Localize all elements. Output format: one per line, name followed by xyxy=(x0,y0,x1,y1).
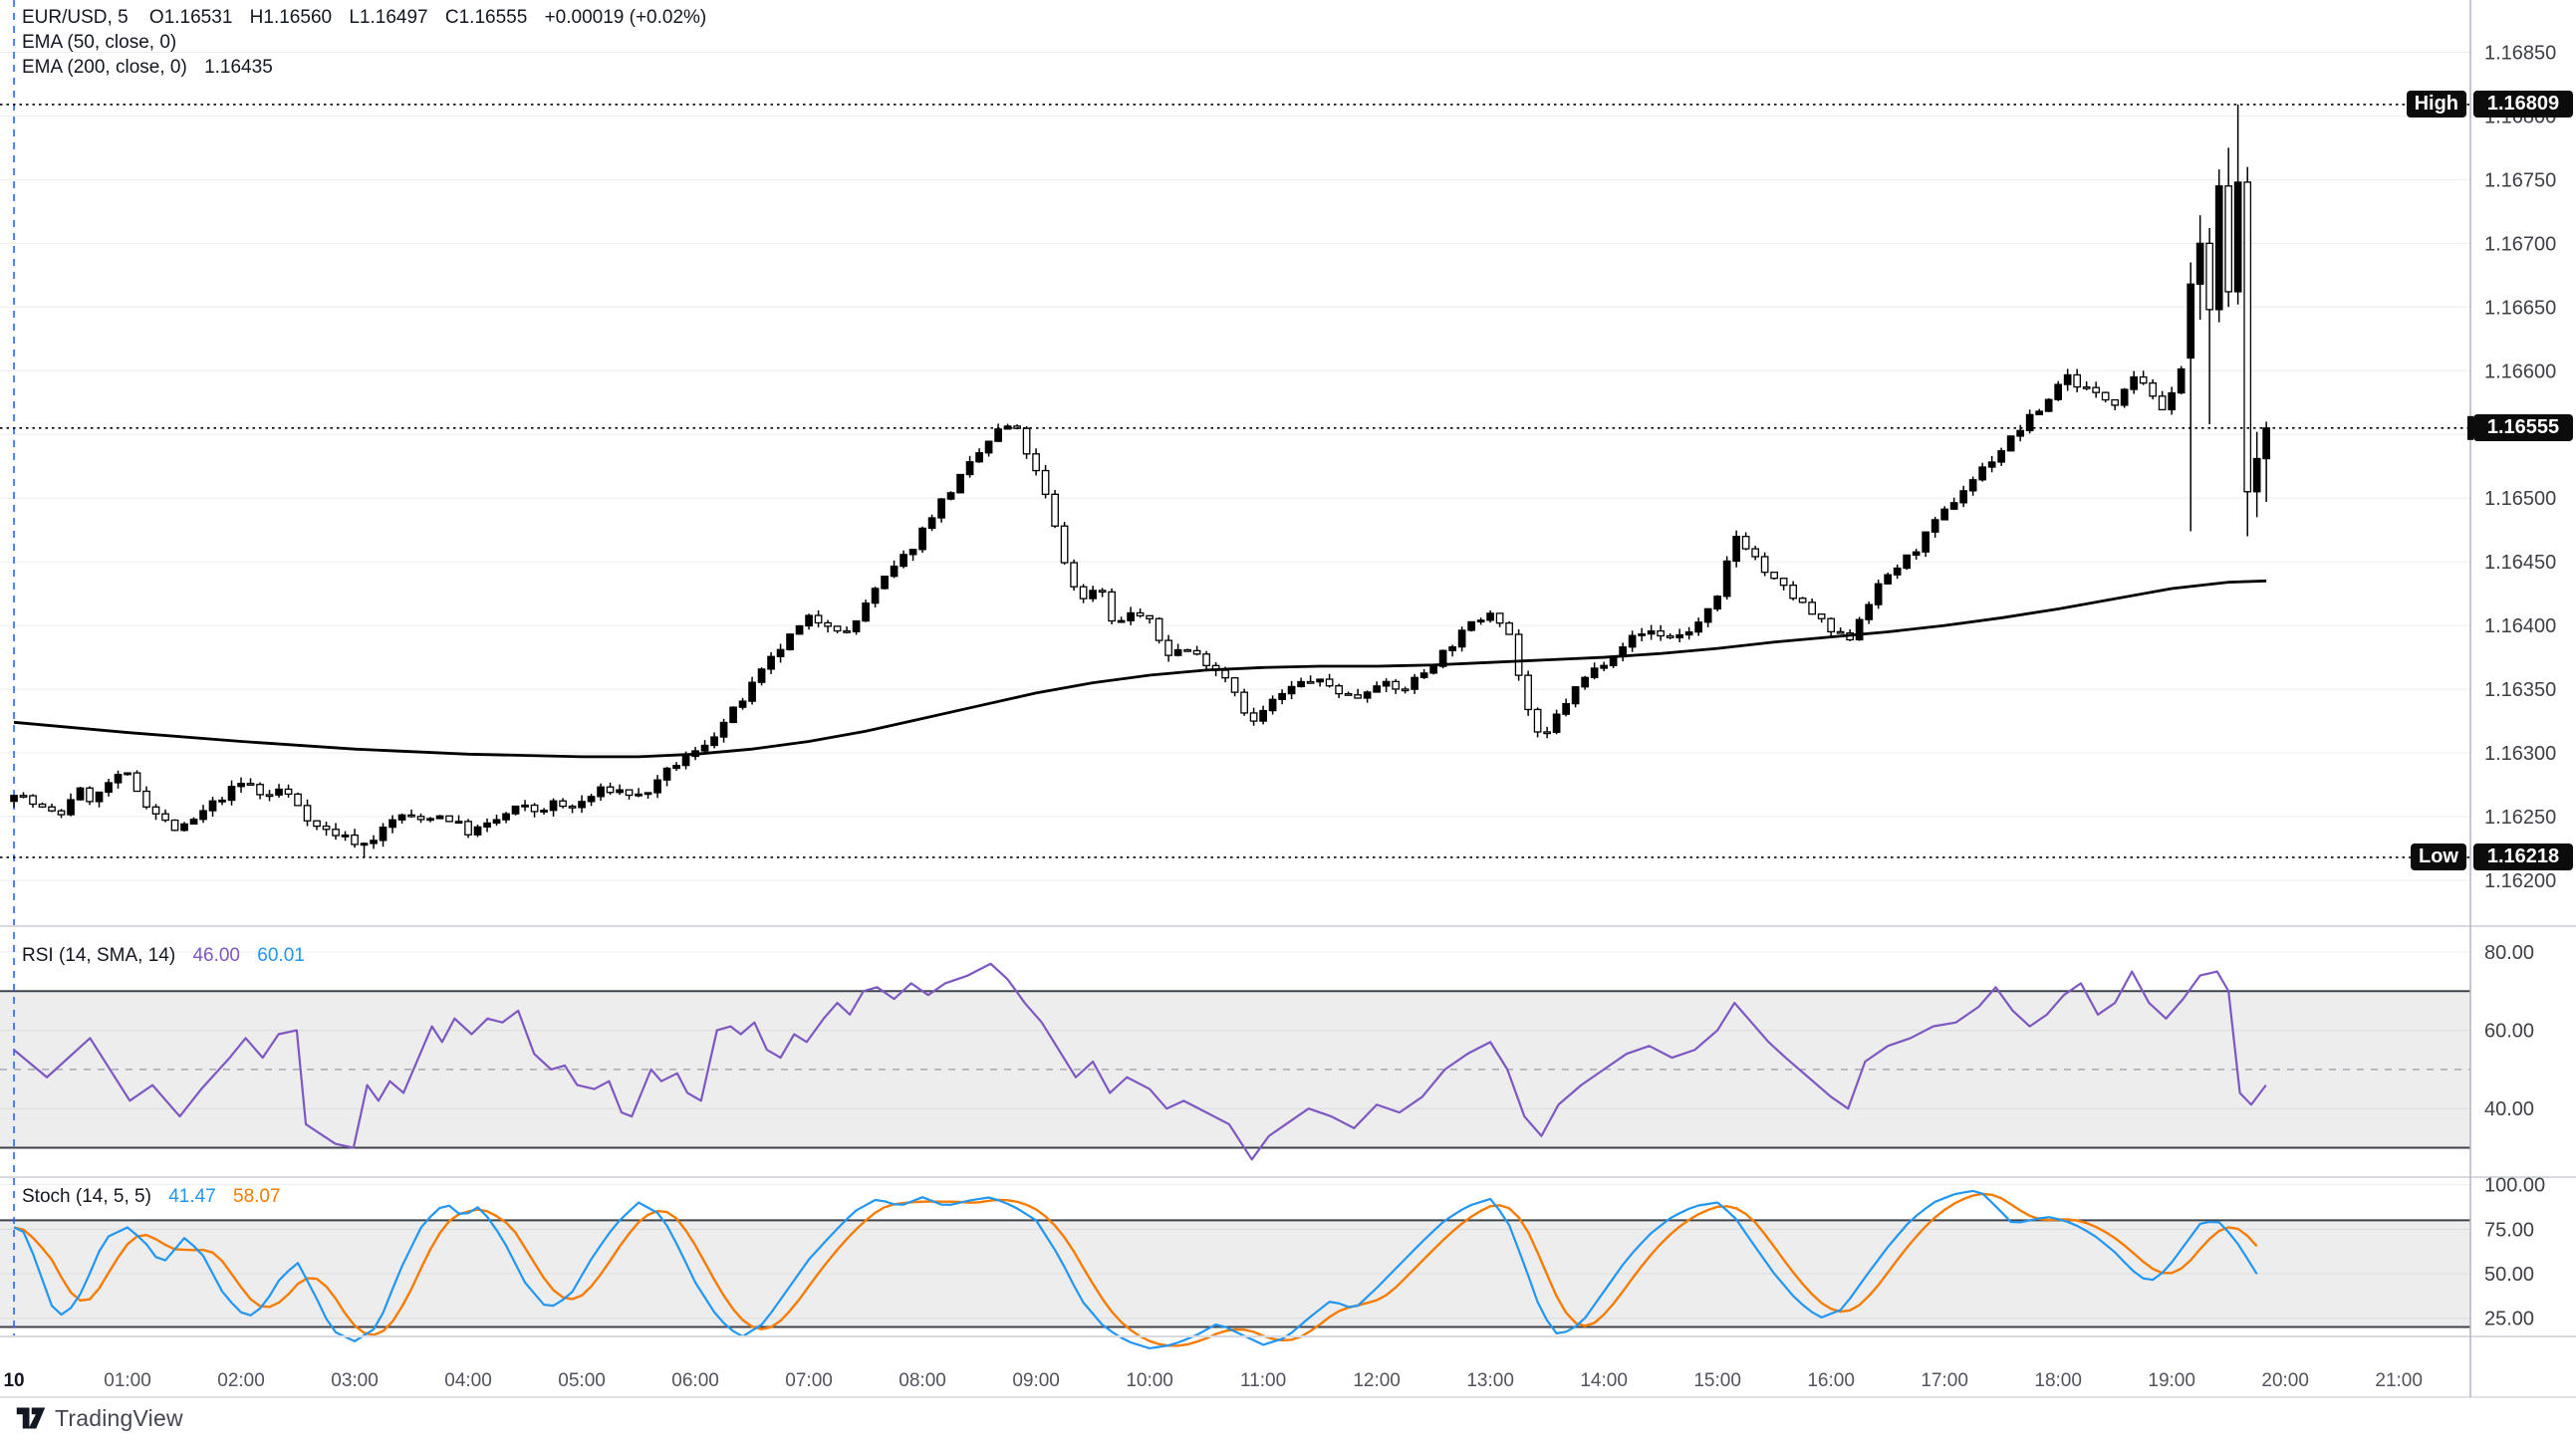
stoch-lines xyxy=(13,1189,2258,1350)
oscillator-bands xyxy=(0,990,2470,1328)
low-label-badge: Low xyxy=(2411,843,2466,871)
ema50-label[interactable]: EMA (50, close, 0) xyxy=(22,32,177,53)
low-price-badge: 1.16218 xyxy=(2473,843,2573,871)
svg-text:01:00: 01:00 xyxy=(104,1370,151,1391)
svg-text:1.16500: 1.16500 xyxy=(2484,488,2556,510)
svg-text:03:00: 03:00 xyxy=(331,1370,379,1391)
svg-text:1.16750: 1.16750 xyxy=(2484,169,2556,191)
svg-text:60.00: 60.00 xyxy=(2484,1021,2534,1043)
svg-text:05:00: 05:00 xyxy=(558,1370,606,1391)
svg-text:07:00: 07:00 xyxy=(785,1370,833,1391)
tradingview-logo[interactable]: TradingView xyxy=(16,1404,183,1432)
ohlc-close: C1.16555 xyxy=(444,7,528,28)
time-axis[interactable]: 10 01:00 02:00 03:00 04:00 05:00 06:00 07:00 08:… xyxy=(3,1370,2422,1391)
price-axis[interactable]: 1.168501.168001.167501.167001.166501.166… xyxy=(2467,42,2556,1330)
svg-text:1.16700: 1.16700 xyxy=(2484,233,2556,255)
svg-text:10:00: 10:00 xyxy=(1126,1370,1173,1391)
svg-text:18:00: 18:00 xyxy=(2034,1370,2082,1391)
svg-text:50.00: 50.00 xyxy=(2484,1264,2534,1286)
svg-text:1.16350: 1.16350 xyxy=(2484,679,2556,701)
stoch-k-value: 41.47 xyxy=(168,1186,216,1207)
stoch-label[interactable]: Stoch (14, 5, 5) xyxy=(22,1186,151,1207)
ema200-value: 1.16435 xyxy=(204,57,273,78)
ohlc-change: +0.00019 (+0.02%) xyxy=(544,7,707,28)
svg-text:10: 10 xyxy=(3,1370,24,1391)
svg-text:08:00: 08:00 xyxy=(899,1370,946,1391)
svg-text:75.00: 75.00 xyxy=(2484,1219,2534,1241)
svg-text:25.00: 25.00 xyxy=(2484,1309,2534,1330)
tradingview-logo-text: TradingView xyxy=(55,1404,183,1431)
svg-text:1.16450: 1.16450 xyxy=(2484,552,2556,574)
stoch-d-value: 58.07 xyxy=(233,1186,281,1207)
svg-text:02:00: 02:00 xyxy=(217,1370,265,1391)
svg-text:20:00: 20:00 xyxy=(2261,1370,2309,1391)
pane-separators[interactable] xyxy=(0,0,2576,1398)
svg-text:1.16300: 1.16300 xyxy=(2484,743,2556,765)
svg-text:14:00: 14:00 xyxy=(1580,1370,1628,1391)
rsi-label[interactable]: RSI (14, SMA, 14) xyxy=(22,945,176,966)
svg-text:40.00: 40.00 xyxy=(2484,1098,2534,1120)
svg-text:19:00: 19:00 xyxy=(2148,1370,2195,1391)
svg-text:15:00: 15:00 xyxy=(1693,1370,1741,1391)
symbol-legend-row[interactable]: EUR/USD, 5 O1.16531 H1.16560 L1.16497 C1… xyxy=(22,6,718,30)
svg-text:1.16650: 1.16650 xyxy=(2484,297,2556,319)
svg-text:1.16400: 1.16400 xyxy=(2484,615,2556,637)
rsi-line xyxy=(13,962,2267,1161)
svg-text:1.16600: 1.16600 xyxy=(2484,360,2556,382)
stoch-legend-row[interactable]: Stoch (14, 5, 5) 41.47 58.07 xyxy=(22,1185,293,1209)
svg-text:1.16850: 1.16850 xyxy=(2484,42,2556,64)
rsi-legend-row[interactable]: RSI (14, SMA, 14) 46.00 60.01 xyxy=(22,944,317,968)
ema200-label[interactable]: EMA (200, close, 0) xyxy=(22,57,187,78)
high-label-badge: High xyxy=(2406,91,2466,119)
high-price-badge: 1.16809 xyxy=(2473,91,2573,119)
svg-text:04:00: 04:00 xyxy=(444,1370,492,1391)
ema200-line xyxy=(13,579,2267,759)
last-price-badge: 1.16555 xyxy=(2473,414,2573,442)
ohlc-low: L1.16497 xyxy=(349,7,428,28)
tradingview-logo-icon xyxy=(16,1407,46,1429)
rsi-ma-value: 60.01 xyxy=(257,945,305,966)
ohlc-open: O1.16531 xyxy=(148,7,233,28)
svg-text:09:00: 09:00 xyxy=(1012,1370,1060,1391)
svg-text:13:00: 13:00 xyxy=(1466,1370,1514,1391)
price-level-lines xyxy=(0,104,2470,858)
svg-text:17:00: 17:00 xyxy=(1921,1370,1968,1391)
candlesticks[interactable] xyxy=(10,104,2270,857)
svg-text:100.00: 100.00 xyxy=(2484,1175,2545,1197)
svg-text:1.16200: 1.16200 xyxy=(2484,870,2556,892)
svg-text:16:00: 16:00 xyxy=(1807,1370,1855,1391)
svg-text:06:00: 06:00 xyxy=(671,1370,719,1391)
svg-text:1.16250: 1.16250 xyxy=(2484,807,2556,829)
ema200-legend-row[interactable]: EMA (200, close, 0) 1.16435 xyxy=(22,56,285,80)
ema50-legend-row[interactable]: EMA (50, close, 0) xyxy=(22,31,188,55)
svg-text:21:00: 21:00 xyxy=(2375,1370,2423,1391)
svg-text:11:00: 11:00 xyxy=(1240,1370,1286,1391)
ohlc-high: H1.16560 xyxy=(249,7,333,28)
symbol-title[interactable]: EUR/USD, 5 xyxy=(22,7,129,28)
svg-text:12:00: 12:00 xyxy=(1353,1370,1401,1391)
rsi-value: 46.00 xyxy=(192,945,240,966)
svg-text:80.00: 80.00 xyxy=(2484,942,2534,964)
